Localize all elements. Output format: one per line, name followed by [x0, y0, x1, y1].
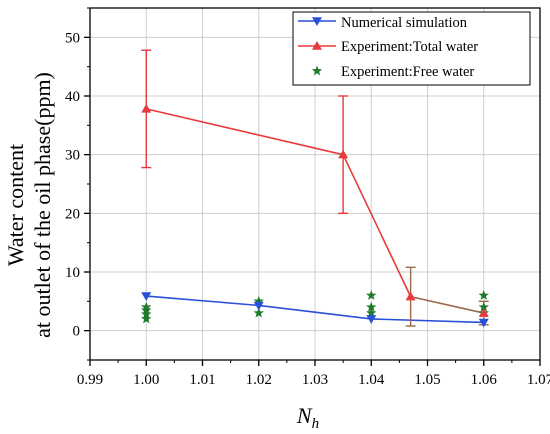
free-water-point — [141, 313, 152, 324]
legend-label-free-water: Experiment:Free water — [341, 64, 474, 80]
y-tick-label: 10 — [65, 265, 80, 281]
free-water-point — [141, 304, 152, 315]
free-water-point — [366, 289, 377, 300]
free-water-point — [478, 289, 489, 300]
free-water-point — [366, 307, 377, 318]
x-tick-label: 1.02 — [246, 372, 272, 388]
plot-series — [141, 49, 489, 328]
legend-marker-numerical-simulation — [312, 17, 322, 26]
x-axis-label: Nh — [296, 403, 319, 432]
x-tick-label: 1.07 — [527, 372, 550, 388]
legend-marker-free-water — [311, 65, 323, 76]
y-axis-label-line-2: at outlet of the oil phase(ppm) — [30, 72, 55, 338]
free-water-point — [141, 301, 152, 312]
x-tick-label: 1.04 — [358, 372, 385, 388]
free-water-point — [253, 307, 264, 318]
numerical-simulation-segment — [371, 318, 484, 324]
numerical-simulation-point — [141, 292, 152, 302]
y-tick-label: 40 — [65, 89, 80, 105]
legend: Numerical simulation Experiment:Total wa… — [292, 11, 531, 86]
numerical-simulation-segment — [146, 295, 259, 307]
y-axis-label: Water content at outlet of the oil phase… — [3, 72, 55, 338]
y-tick-label: 50 — [65, 30, 80, 46]
numerical-simulation-point — [253, 301, 264, 311]
axis-ticks: 0.99 1.00 1.01 1.02 1.03 1.04 1.05 1.06 1.07 0 10 2… — [65, 7, 550, 388]
y-axis-label-line-1: Water content — [3, 144, 28, 266]
legend-label-numerical-simulation: Numerical simulation — [341, 15, 468, 31]
x-axis-label-subscript: h — [312, 416, 320, 432]
free-water-point — [366, 301, 377, 312]
x-tick-label: 1.03 — [302, 372, 328, 388]
y-tick-label: 20 — [65, 206, 80, 222]
free-water-point — [141, 308, 152, 319]
total-water-segment — [410, 295, 484, 314]
x-tick-label: 1.05 — [414, 372, 440, 388]
total-water-segment — [146, 108, 344, 156]
total-water-point — [338, 149, 349, 159]
numerical-simulation-segment — [258, 304, 372, 320]
total-water-point — [141, 103, 152, 113]
total-water-point — [478, 308, 489, 317]
y-tick-label: 0 — [73, 324, 81, 340]
legend-symbols — [298, 17, 336, 76]
x-tick-label: 1.00 — [133, 372, 159, 388]
total-water-point — [405, 291, 416, 301]
numerical-simulation-point — [478, 318, 489, 328]
total-water-segment — [342, 154, 412, 297]
free-water-point — [478, 301, 489, 312]
numerical-simulation-point — [366, 315, 377, 324]
free-water-point — [253, 295, 264, 306]
legend-box — [292, 11, 531, 86]
x-tick-label: 1.01 — [189, 372, 215, 388]
x-axis-label-main: N — [296, 403, 313, 428]
y-tick-label: 30 — [65, 148, 80, 164]
x-tick-label: 0.99 — [77, 372, 103, 388]
legend-label-total-water: Experiment:Total water — [341, 39, 478, 55]
x-tick-label: 1.06 — [471, 372, 498, 388]
legend-marker-total-water — [312, 41, 322, 50]
